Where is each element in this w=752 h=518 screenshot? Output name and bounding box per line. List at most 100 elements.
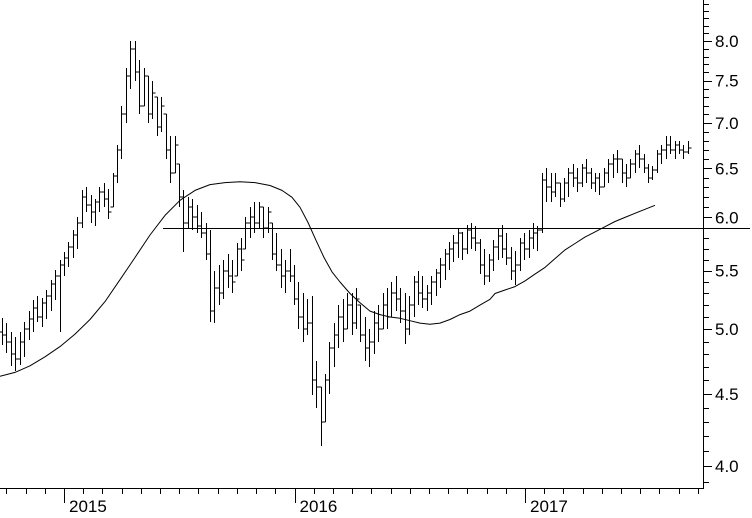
y-axis-label: 8.0: [715, 32, 739, 51]
price-bar: [654, 150, 661, 173]
price-bar: [300, 293, 307, 342]
price-bar: [649, 166, 656, 180]
price-bar: [508, 247, 515, 280]
price-bar: [295, 282, 302, 329]
y-axis-label: 7.0: [715, 114, 739, 133]
price-bar: [79, 190, 86, 228]
price-bar: [229, 260, 236, 293]
price-bars-layer: [0, 41, 692, 446]
price-bar: [499, 225, 506, 258]
price-bar: [34, 296, 41, 322]
price-bar: [61, 252, 68, 276]
price-bar: [570, 164, 577, 187]
price-bar: [247, 207, 254, 238]
price-bar: [88, 195, 95, 223]
x-axis-year-label: 2015: [69, 497, 107, 516]
price-bar: [127, 41, 134, 89]
price-bar: [530, 223, 537, 249]
price-bar: [623, 164, 630, 187]
price-bar: [17, 332, 24, 365]
price-bar: [282, 260, 289, 293]
price-bar: [242, 217, 249, 250]
moving-average-line: [0, 181, 656, 377]
price-bar: [39, 298, 46, 327]
price-bar: [526, 230, 533, 258]
price-bar: [92, 199, 99, 226]
price-bar: [225, 254, 232, 288]
price-bar: [326, 342, 333, 394]
price-bar: [419, 276, 426, 308]
price-bar: [632, 150, 639, 173]
y-axis-label: 5.5: [715, 262, 739, 281]
price-bar: [486, 254, 493, 282]
price-bar: [627, 159, 634, 179]
price-bar: [234, 243, 241, 277]
price-bar: [8, 332, 15, 366]
price-bar: [428, 276, 435, 305]
price-bar: [495, 228, 502, 260]
price-bar: [539, 173, 546, 233]
price-bar: [207, 230, 214, 322]
price-bar: [437, 258, 444, 288]
price-bar: [614, 150, 621, 173]
price-bar: [101, 183, 108, 207]
price-bar: [353, 288, 360, 329]
price-bar: [619, 158, 626, 183]
price-bar: [167, 136, 174, 183]
price-bar: [265, 207, 272, 233]
axes-layer: [0, 0, 712, 503]
price-bar: [278, 249, 285, 288]
price-bar: [30, 300, 37, 332]
price-bar: [468, 223, 475, 249]
price-bar: [565, 168, 572, 197]
price-bar: [636, 145, 643, 168]
price-bar: [676, 141, 683, 154]
price-bar: [574, 168, 581, 192]
price-bar: [216, 265, 223, 305]
price-bar: [446, 242, 453, 270]
price-bar: [548, 173, 555, 202]
price-bar: [48, 280, 55, 311]
price-bar: [402, 293, 409, 344]
price-bar: [0, 318, 6, 345]
price-bar: [256, 202, 263, 228]
price-bar: [96, 187, 103, 212]
price-bar: [154, 96, 161, 136]
x-axis-year-label: 2016: [300, 497, 338, 516]
price-bar: [601, 168, 608, 188]
price-bar: [110, 173, 117, 208]
price-bar: [388, 282, 395, 318]
price-bar: [605, 159, 612, 183]
price-bar: [331, 323, 338, 367]
price-bar: [12, 337, 19, 371]
price-bar: [304, 299, 311, 335]
price-bar: [322, 374, 329, 423]
price-bar: [52, 270, 59, 300]
price-bar: [583, 159, 590, 183]
price-bar: [335, 305, 342, 348]
y-axis-label: 5.0: [715, 320, 739, 339]
price-bar: [158, 97, 165, 132]
price-bar: [406, 296, 413, 335]
price-bar: [313, 361, 320, 408]
price-bar: [114, 145, 121, 183]
price-bar: [384, 288, 391, 329]
y-axis-label: 6.5: [715, 159, 739, 178]
price-bar: [512, 251, 519, 285]
price-bar: [477, 239, 484, 274]
price-bar: [592, 173, 599, 192]
price-bar: [26, 311, 33, 340]
price-bar: [464, 225, 471, 254]
price-bar: [349, 293, 356, 335]
price-bar: [211, 271, 218, 323]
price-bar: [145, 75, 152, 123]
price-bar: [415, 271, 422, 305]
y-axis-label: 6.0: [715, 208, 739, 227]
price-bar: [43, 290, 50, 319]
price-bar: [490, 240, 497, 271]
price-bar: [375, 305, 382, 342]
price-bar: [663, 136, 670, 159]
price-bar: [424, 285, 431, 311]
price-bar: [357, 304, 364, 342]
price-bar: [393, 276, 400, 311]
